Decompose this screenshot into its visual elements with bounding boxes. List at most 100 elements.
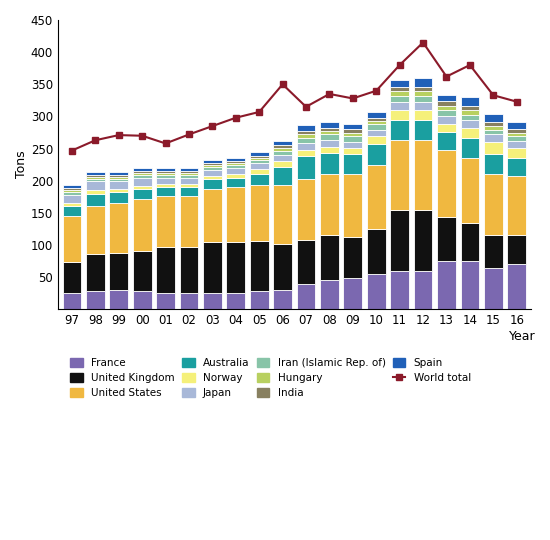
Bar: [109, 179, 128, 181]
Bar: [437, 124, 456, 132]
Bar: [273, 185, 292, 244]
Bar: [180, 168, 199, 171]
Bar: [507, 265, 526, 309]
Bar: [203, 165, 222, 167]
Bar: [227, 293, 245, 309]
Bar: [203, 160, 222, 164]
Bar: [437, 105, 456, 110]
Bar: [250, 174, 268, 185]
Bar: [414, 271, 432, 309]
Bar: [390, 102, 409, 110]
Bar: [180, 195, 199, 247]
Bar: [437, 101, 456, 105]
Bar: [250, 185, 268, 241]
Bar: [156, 187, 175, 195]
Text: Year: Year: [509, 329, 536, 342]
Bar: [109, 175, 128, 177]
Bar: [320, 147, 339, 153]
Bar: [86, 177, 104, 179]
Bar: [86, 172, 104, 175]
Bar: [343, 124, 362, 129]
Bar: [507, 148, 526, 158]
Bar: [250, 241, 268, 292]
Bar: [367, 112, 386, 118]
Bar: [507, 176, 526, 235]
Bar: [180, 293, 199, 309]
Bar: [484, 267, 503, 309]
Bar: [227, 178, 245, 187]
Bar: [484, 126, 503, 130]
Bar: [86, 254, 104, 292]
Bar: [414, 140, 432, 210]
Bar: [133, 292, 151, 309]
Bar: [109, 189, 128, 192]
Bar: [133, 189, 151, 199]
Bar: [296, 240, 315, 284]
Bar: [63, 185, 81, 188]
Bar: [133, 171, 151, 173]
Bar: [180, 171, 199, 173]
Bar: [320, 235, 339, 280]
Bar: [507, 129, 526, 132]
Bar: [437, 116, 456, 124]
Bar: [156, 171, 175, 173]
Bar: [390, 271, 409, 309]
Bar: [273, 151, 292, 155]
Bar: [273, 145, 292, 148]
Bar: [320, 140, 339, 147]
Bar: [460, 128, 479, 138]
Bar: [484, 174, 503, 235]
Bar: [156, 195, 175, 247]
Bar: [343, 136, 362, 141]
Bar: [180, 178, 199, 184]
Bar: [484, 122, 503, 126]
Bar: [507, 141, 526, 148]
Bar: [343, 237, 362, 279]
Bar: [414, 120, 432, 140]
Bar: [367, 144, 386, 165]
Bar: [109, 253, 128, 290]
Bar: [273, 141, 292, 145]
Bar: [227, 242, 245, 293]
Bar: [86, 206, 104, 254]
Bar: [367, 165, 386, 229]
Bar: [460, 120, 479, 128]
Bar: [273, 290, 292, 309]
Bar: [320, 153, 339, 174]
Bar: [250, 158, 268, 160]
Bar: [63, 206, 81, 216]
Bar: [414, 78, 432, 87]
Bar: [367, 130, 386, 137]
Bar: [133, 173, 151, 175]
Bar: [63, 216, 81, 262]
Bar: [296, 179, 315, 240]
Bar: [367, 121, 386, 124]
Bar: [250, 292, 268, 309]
Bar: [460, 105, 479, 110]
Bar: [109, 192, 128, 202]
Bar: [86, 292, 104, 309]
Bar: [156, 184, 175, 187]
Bar: [133, 178, 151, 186]
Bar: [460, 158, 479, 222]
Bar: [507, 158, 526, 176]
Bar: [437, 132, 456, 150]
Bar: [296, 134, 315, 138]
Bar: [296, 138, 315, 144]
Bar: [320, 134, 339, 140]
Bar: [484, 114, 503, 122]
Bar: [367, 118, 386, 121]
Bar: [86, 181, 104, 190]
Bar: [86, 194, 104, 206]
Bar: [437, 218, 456, 261]
Bar: [273, 148, 292, 151]
Bar: [390, 96, 409, 102]
Bar: [227, 187, 245, 242]
Bar: [367, 124, 386, 130]
Bar: [133, 186, 151, 189]
Bar: [227, 164, 245, 165]
Bar: [437, 261, 456, 309]
Bar: [109, 181, 128, 189]
Bar: [460, 110, 479, 114]
Bar: [343, 132, 362, 136]
